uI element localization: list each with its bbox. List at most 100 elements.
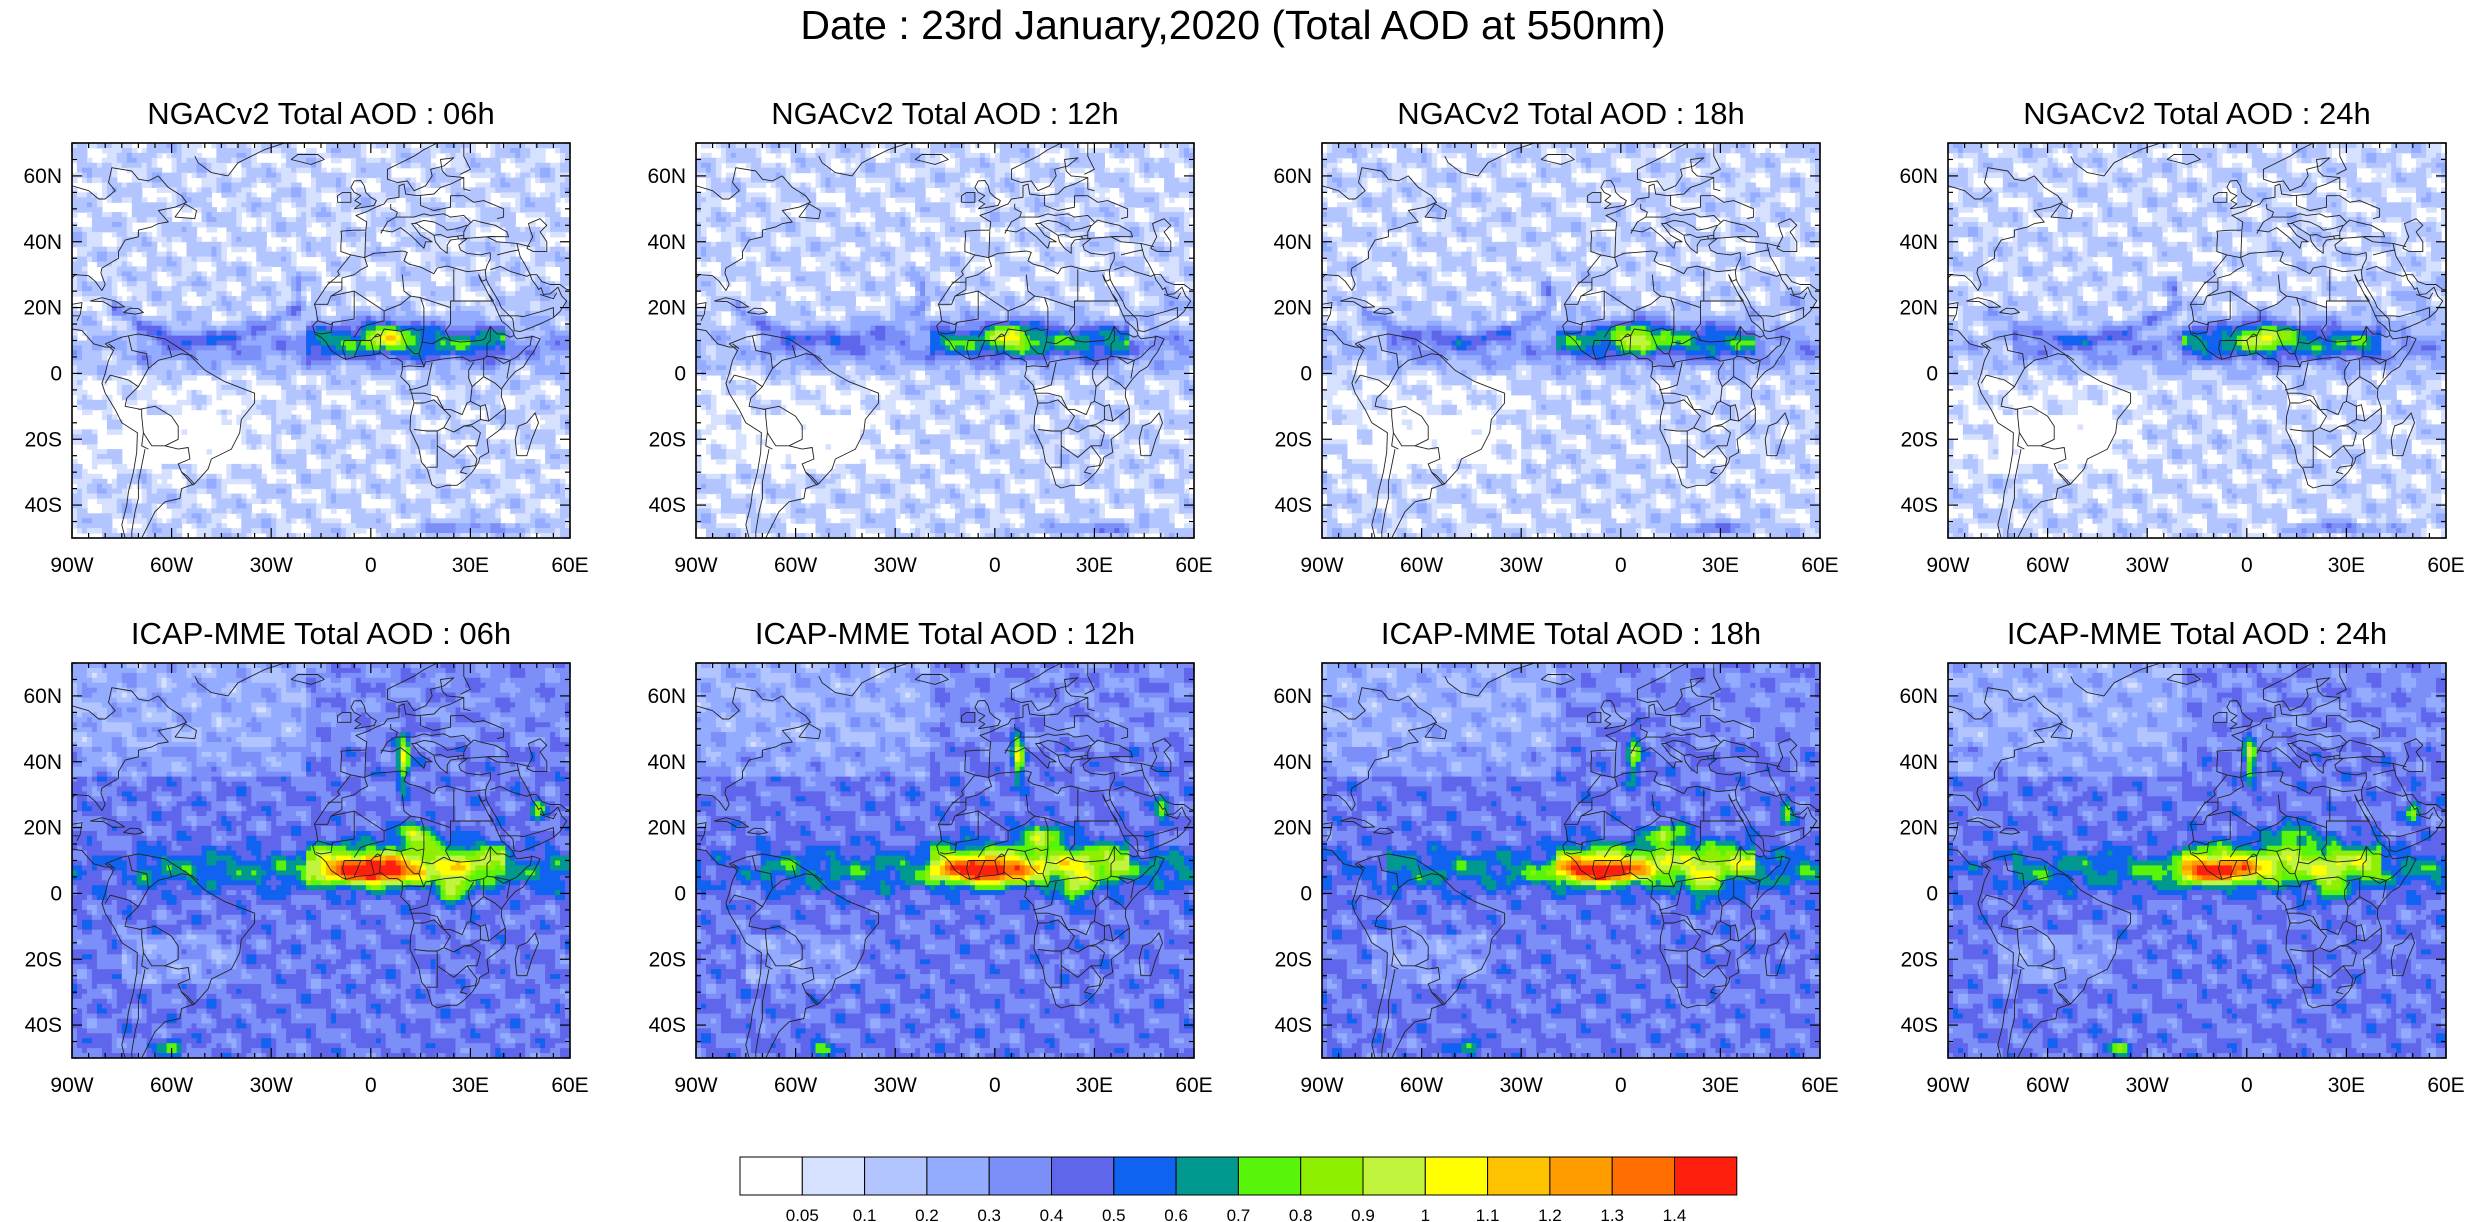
aod-field [1948,663,2446,1058]
colorbar-label: 0.6 [1164,1206,1188,1222]
lat-tick-label: 40N [647,231,686,254]
coastlines [1948,663,2446,1058]
map-panel: 90W 60W 30W 0 30E 60E 60N 40N 20N 0 20S 40S NGACv2 T… [23,96,588,577]
lon-tick-label: 30W [2126,1074,2169,1097]
colorbar-swatch [1487,1156,1551,1196]
lat-tick-label: 40S [649,1014,686,1037]
lon-tick-label: 60W [1400,1074,1443,1097]
lat-tick-label: 40S [25,494,62,517]
lat-tick-label: 20N [23,817,62,840]
lat-tick-label: 40S [1901,1014,1938,1037]
colorbar-label: 0.05 [786,1206,819,1222]
panel-title: NGACv2 Total AOD : 06h [147,96,494,131]
lat-tick-label: 20N [647,817,686,840]
colorbar-swatch [739,1156,803,1196]
lon-tick-label: 60E [2427,1074,2464,1097]
lon-tick-label: 30E [452,554,489,577]
panel-title: ICAP-MME Total AOD : 06h [131,616,511,651]
lon-tick-label: 60E [1175,554,1212,577]
lon-tick-label: 90W [50,554,93,577]
lon-tick-label: 60E [2427,554,2464,577]
lon-tick-label: 90W [674,554,717,577]
colorbar-swatch [1549,1156,1613,1196]
lat-tick-label: 60N [647,165,686,188]
lat-tick-label: 40N [23,751,62,774]
lon-tick-label: 30E [1702,1074,1739,1097]
aod-field [72,143,570,538]
lat-tick-label: 0 [1300,882,1312,905]
lat-tick-label: 40S [1275,494,1312,517]
lon-tick-label: 90W [1926,554,1969,577]
lat-tick-label: 20S [25,428,62,451]
lon-tick-label: 30E [2328,554,2365,577]
lat-tick-label: 20S [1275,428,1312,451]
lat-tick-label: 0 [50,362,62,385]
colorbar-label: 1.2 [1538,1206,1562,1222]
lon-tick-label: 90W [1300,554,1343,577]
colorbar-swatch [1113,1156,1177,1196]
lat-tick-label: 40N [1273,751,1312,774]
lat-tick-label: 0 [1926,362,1938,385]
lon-tick-label: 60E [551,554,588,577]
lon-tick-label: 60W [2026,1074,2069,1097]
lat-tick-label: 20N [1899,297,1938,320]
coastlines [72,143,570,538]
figure-title: Date : 23rd January,2020 (Total AOD at 5… [0,2,2466,49]
lat-tick-label: 40S [1275,1014,1312,1037]
colorbar-label: 0.7 [1227,1206,1251,1222]
colorbar-label: 1 [1421,1206,1430,1222]
lat-tick-label: 60N [23,165,62,188]
lat-tick-label: 60N [647,685,686,708]
lon-tick-label: 60W [1400,554,1443,577]
coastlines [1322,143,1820,538]
lon-tick-label: 30W [874,554,917,577]
lat-tick-label: 60N [1273,685,1312,708]
lon-tick-label: 30W [2126,554,2169,577]
lon-tick-label: 0 [365,554,377,577]
panel-title: ICAP-MME Total AOD : 12h [755,616,1135,651]
coastlines [1322,663,1820,1058]
lat-tick-label: 60N [1899,165,1938,188]
lon-tick-label: 90W [674,1074,717,1097]
colorbar-swatch [1175,1156,1239,1196]
lon-tick-label: 0 [2241,554,2253,577]
lat-tick-label: 40N [647,751,686,774]
lon-tick-label: 30E [1076,1074,1113,1097]
lat-tick-label: 60N [23,685,62,708]
lat-tick-label: 0 [674,882,686,905]
colorbar-swatch [801,1156,866,1196]
map-panel: 90W 60W 30W 0 30E 60E 60N 40N 20N 0 20S 40S ICAP-MME… [1899,616,2464,1097]
lon-tick-label: 30W [250,554,293,577]
lon-tick-label: 90W [1926,1074,1969,1097]
lat-tick-label: 40N [1899,751,1938,774]
lat-tick-label: 20S [1275,948,1312,971]
lon-tick-label: 30W [250,1074,293,1097]
colorbar-label: 0.3 [977,1206,1001,1222]
coastlines [696,143,1194,538]
map-panel: 90W 60W 30W 0 30E 60E 60N 40N 20N 0 20S 40S ICAP-MME… [1273,616,1838,1097]
lon-tick-label: 30W [1500,554,1543,577]
lat-tick-label: 60N [1273,165,1312,188]
lat-tick-label: 20S [649,948,686,971]
lon-tick-label: 30E [452,1074,489,1097]
colorbar-label: 0.8 [1289,1206,1313,1222]
colorbar-swatch [1237,1156,1302,1196]
lon-tick-label: 30E [1702,554,1739,577]
lat-tick-label: 40N [23,231,62,254]
coastlines [1948,143,2446,538]
lon-tick-label: 60W [150,554,193,577]
colorbar-label: 0.4 [1040,1206,1064,1222]
panel-title: ICAP-MME Total AOD : 18h [1381,616,1761,651]
lat-tick-label: 20S [649,428,686,451]
lat-tick-label: 40S [1901,494,1938,517]
coastlines [696,663,1194,1058]
colorbar-swatch [1674,1156,1738,1196]
colorbar-swatch [1362,1156,1426,1196]
map-panel: 90W 60W 30W 0 30E 60E 60N 40N 20N 0 20S 40S NGACv2 T… [647,96,1212,577]
lon-tick-label: 60E [1175,1074,1212,1097]
lat-tick-label: 20N [1273,817,1312,840]
aod-field [696,663,1194,1058]
lon-tick-label: 60E [1801,554,1838,577]
lat-tick-label: 40S [25,1014,62,1037]
aod-field [696,143,1194,538]
